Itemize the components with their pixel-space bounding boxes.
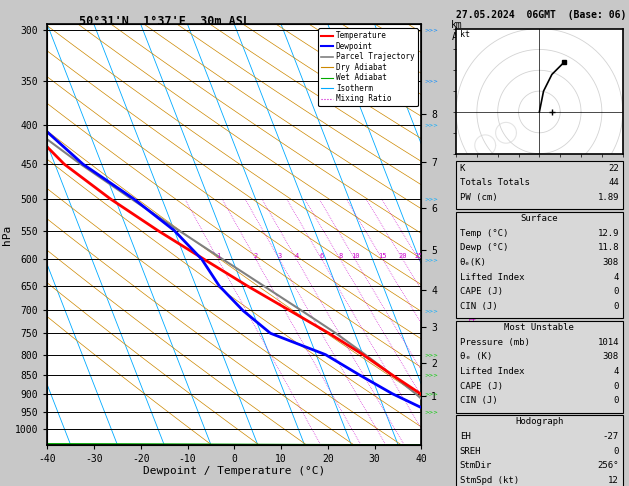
Text: EH: EH [460,432,470,441]
Text: 0: 0 [613,396,619,405]
Text: 3: 3 [277,253,281,260]
Text: 4: 4 [294,253,299,260]
Text: 0: 0 [613,447,619,456]
Text: 44: 44 [608,178,619,188]
Y-axis label: km
ASL: km ASL [452,20,469,42]
Text: >>>: >>> [425,352,438,357]
Text: 11.8: 11.8 [598,243,619,253]
Text: 308: 308 [603,258,619,267]
Text: Mixing Ratio (g/kg): Mixing Ratio (g/kg) [466,271,476,366]
Text: CAPE (J): CAPE (J) [460,287,503,296]
Text: >>>: >>> [425,27,438,33]
Text: CIN (J): CIN (J) [460,396,498,405]
Text: 308: 308 [603,352,619,362]
Text: Surface: Surface [521,214,558,224]
Text: Lifted Index: Lifted Index [460,273,525,282]
Text: 15: 15 [378,253,387,260]
Text: -27: -27 [603,432,619,441]
Text: StmSpd (kt): StmSpd (kt) [460,476,519,485]
Text: 50°31'N  1°37'E  30m ASL: 50°31'N 1°37'E 30m ASL [79,15,250,28]
Text: LCL: LCL [477,424,494,433]
Text: 10: 10 [351,253,359,260]
Text: 12: 12 [608,476,619,485]
Text: 0: 0 [613,382,619,391]
Text: 0: 0 [613,302,619,311]
Text: 22: 22 [608,164,619,173]
Text: Temp (°C): Temp (°C) [460,229,508,238]
Text: θₑ(K): θₑ(K) [460,258,487,267]
Text: Dewp (°C): Dewp (°C) [460,243,508,253]
Text: K: K [460,164,465,173]
Text: 4: 4 [613,273,619,282]
Legend: Temperature, Dewpoint, Parcel Trajectory, Dry Adiabat, Wet Adiabat, Isotherm, Mi: Temperature, Dewpoint, Parcel Trajectory… [318,28,418,106]
Text: Most Unstable: Most Unstable [504,323,574,332]
Text: 4: 4 [613,367,619,376]
Text: >>>: >>> [425,308,438,313]
Text: 1: 1 [216,253,220,260]
Text: >>>: >>> [425,78,438,84]
Text: StmDir: StmDir [460,461,492,470]
Text: 256°: 256° [598,461,619,470]
Text: © weatheronline.co.uk: © weatheronline.co.uk [487,471,592,480]
Text: 8: 8 [338,253,342,260]
Text: 20: 20 [399,253,407,260]
Text: PW (cm): PW (cm) [460,193,498,202]
Text: 1.89: 1.89 [598,193,619,202]
Text: CIN (J): CIN (J) [460,302,498,311]
Text: 2: 2 [253,253,258,260]
Text: 0: 0 [613,287,619,296]
Text: 12.9: 12.9 [598,229,619,238]
Text: θₑ (K): θₑ (K) [460,352,492,362]
Text: >>>: >>> [425,257,438,262]
Text: >>>: >>> [425,391,438,396]
X-axis label: Dewpoint / Temperature (°C): Dewpoint / Temperature (°C) [143,467,325,476]
Text: >>>: >>> [425,196,438,202]
Text: CAPE (J): CAPE (J) [460,382,503,391]
Text: Lifted Index: Lifted Index [460,367,525,376]
Text: >>>: >>> [425,409,438,414]
Text: SREH: SREH [460,447,481,456]
Y-axis label: hPa: hPa [2,225,12,244]
Text: 27.05.2024  06GMT  (Base: 06): 27.05.2024 06GMT (Base: 06) [456,10,626,20]
Text: kt: kt [460,30,470,39]
Text: >>>: >>> [425,122,438,128]
Text: 1014: 1014 [598,338,619,347]
Text: Hodograph: Hodograph [515,417,564,427]
Text: >>>: >>> [425,372,438,377]
Text: 6: 6 [320,253,324,260]
Text: Totals Totals: Totals Totals [460,178,530,188]
Text: Pressure (mb): Pressure (mb) [460,338,530,347]
Text: 25: 25 [415,253,423,260]
